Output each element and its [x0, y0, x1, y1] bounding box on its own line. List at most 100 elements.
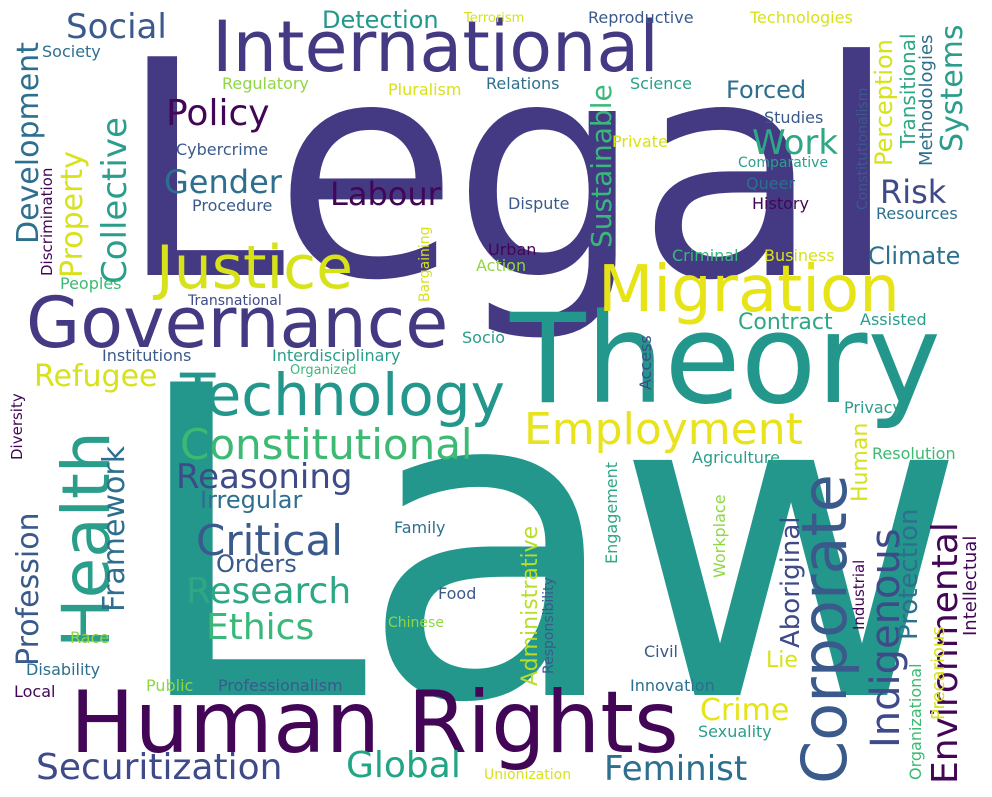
word-urban: Urban — [488, 240, 537, 259]
word-engagement: Engagement — [602, 461, 621, 564]
word-diversity: Diversity — [8, 393, 26, 460]
word-society: Society — [42, 42, 101, 61]
word-feminist: Feminist — [604, 749, 748, 789]
word-dispute: Dispute — [508, 194, 570, 213]
word-profession: Profession — [11, 512, 46, 666]
word-transnational: Transnational — [188, 293, 282, 309]
word-disability: Disability — [26, 660, 101, 679]
word-aboriginal: Aboriginal — [776, 516, 806, 648]
word-ethics: Ethics — [206, 607, 315, 648]
word-critical: Critical — [196, 516, 343, 565]
word-work: Work — [752, 123, 839, 163]
word-labour: Labour — [330, 175, 441, 213]
word-irregular: Irregular — [200, 486, 303, 514]
word-gender: Gender — [164, 163, 282, 201]
word-refugee: Refugee — [34, 359, 158, 394]
word-pluralism: Pluralism — [388, 80, 462, 99]
word-private: Private — [612, 132, 668, 151]
word-forced: Forced — [726, 76, 807, 104]
word-research: Research — [186, 571, 352, 612]
word-agriculture: Agriculture — [692, 448, 780, 467]
word-public: Public — [146, 676, 194, 695]
word-contract: Contract — [738, 310, 833, 335]
word-protection: Protection — [894, 508, 924, 640]
word-race: Race — [70, 628, 110, 647]
word-bargaining: Bargaining — [417, 226, 433, 302]
word-chinese: Chinese — [388, 615, 444, 631]
word-access: Access — [636, 335, 655, 390]
word-comparative: Comparative — [738, 155, 829, 171]
word-professionalism: Professionalism — [218, 676, 343, 695]
word-human: Human — [848, 422, 873, 502]
word-justice: Justice — [156, 233, 354, 303]
word-law: Law — [128, 297, 967, 797]
word-constitutional: Constitutional — [180, 420, 473, 469]
word-collective: Collective — [95, 117, 135, 284]
word-sustainable: Sustainable — [585, 84, 618, 248]
word-responsibility: Responsibility — [541, 577, 557, 674]
word-employment: Employment — [524, 404, 803, 455]
word-framework: Framework — [97, 445, 132, 612]
word-governance: Governance — [26, 282, 449, 364]
word-discrimination: Discrimination — [38, 167, 56, 276]
word-international: International — [212, 6, 659, 88]
word-intellectual: Intellectual — [960, 535, 981, 636]
word-systems: Systems — [935, 24, 970, 153]
word-cybercrime: Cybercrime — [176, 140, 269, 159]
word-social: Social — [66, 7, 167, 47]
word-climate: Climate — [868, 242, 961, 270]
word-migration: Migration — [598, 253, 900, 327]
word-science: Science — [630, 74, 693, 93]
word-human-rights: Human Rights — [70, 673, 679, 773]
word-privacy: Privacy — [844, 398, 902, 417]
word-interdisciplinary: Interdisciplinary — [272, 346, 401, 365]
word-methodologies: Methodologies — [916, 34, 937, 166]
word-innovation: Innovation — [630, 676, 715, 695]
word-regulatory: Regulatory — [222, 74, 309, 93]
word-unionization: Unionization — [484, 767, 572, 783]
word-queer: Queer — [746, 174, 795, 193]
word-technologies: Technologies — [750, 8, 853, 27]
word-global: Global — [346, 745, 461, 786]
word-socio: Socio — [462, 328, 505, 347]
word-orders: Orders — [216, 550, 297, 578]
word-crime: Crime — [700, 693, 790, 728]
word-policy: Policy — [166, 93, 270, 134]
word-risk: Risk — [880, 173, 947, 211]
word-organized: Organized — [290, 363, 357, 378]
word-civil: Civil — [644, 642, 678, 661]
word-industrial: Industrial — [850, 559, 868, 630]
word-legal: Legal — [118, 0, 898, 346]
word-peoples: Peoples — [60, 274, 122, 293]
word-technology: Technology — [180, 361, 505, 429]
word-action: Action — [476, 256, 527, 275]
word-reproductive: Reproductive — [588, 8, 694, 27]
word-perception: Perception — [870, 39, 898, 166]
word-detection: Detection — [322, 6, 439, 34]
word-reasoning: Reasoning — [176, 457, 353, 497]
word-procedure: Procedure — [192, 196, 273, 215]
word-workplace: Workplace — [710, 494, 729, 578]
word-constitutionalism: Constitutionalism — [855, 87, 871, 210]
word-local: Local — [14, 682, 56, 701]
word-property: Property — [55, 151, 90, 278]
word-transitional: Transitional — [896, 33, 920, 148]
word-resources: Resources — [876, 204, 958, 223]
word-precarious: Precarious — [928, 626, 949, 720]
word-securitization: Securitization — [36, 747, 283, 788]
word-business: Business — [764, 246, 835, 265]
word-history: History — [752, 194, 809, 213]
word-lie: Lie — [766, 648, 798, 673]
word-organizational: Organizational — [906, 663, 925, 780]
word-food: Food — [438, 584, 477, 603]
word-terrorism: Terrorism — [464, 11, 525, 26]
word-relations: Relations — [486, 74, 560, 93]
word-studies: Studies — [764, 108, 824, 127]
word-sexuality: Sexuality — [698, 722, 772, 741]
word-family: Family — [394, 518, 446, 537]
word-assisted: Assisted — [860, 310, 927, 329]
word-administrative: Administrative — [518, 525, 543, 686]
word-institutions: Institutions — [102, 346, 192, 365]
word-theory: Theory — [510, 288, 941, 432]
